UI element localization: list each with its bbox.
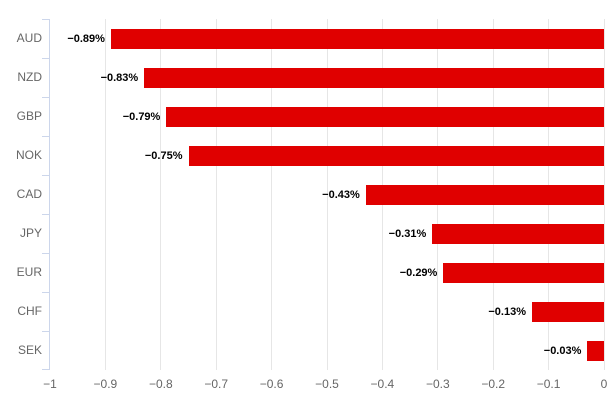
y-axis-line xyxy=(49,19,50,370)
y-axis-tick xyxy=(42,331,49,332)
bar-chf[interactable] xyxy=(531,301,604,322)
value-label-gbp: −0.79% xyxy=(122,110,161,123)
x-tick-label-minus-1: −1 xyxy=(43,377,57,391)
category-label-sek: SEK xyxy=(17,343,42,357)
plot-area: −0.89% −0.83% −0.79% −0.75% −0.43% −0.31% −0.2… xyxy=(42,19,605,370)
x-tick-label-minus-0.4: −0.4 xyxy=(370,377,395,391)
bar-aud[interactable] xyxy=(110,28,604,49)
bar-gbp[interactable] xyxy=(166,106,604,127)
x-tick-label-minus-0.7: −0.7 xyxy=(204,377,229,391)
x-tick-label-minus-0.6: −0.6 xyxy=(259,377,284,391)
x-tick-label-minus-0.5: −0.5 xyxy=(315,377,339,391)
gridline xyxy=(271,19,273,370)
y-axis-tick xyxy=(42,253,49,254)
category-label-jpy: JPY xyxy=(19,226,42,240)
category-label-aud: AUD xyxy=(16,31,42,45)
y-axis-tick xyxy=(42,136,49,137)
bar-nzd[interactable] xyxy=(144,67,604,88)
y-axis-tick xyxy=(42,58,49,59)
category-label-eur: EUR xyxy=(16,265,42,279)
bar-eur[interactable] xyxy=(443,262,604,283)
value-label-chf: −0.13% xyxy=(488,305,526,318)
bar-cad[interactable] xyxy=(365,184,604,205)
category-label-gbp: GBP xyxy=(16,109,42,123)
value-label-sek: −0.03% xyxy=(543,344,582,357)
category-label-chf: CHF xyxy=(17,304,42,318)
gridline xyxy=(104,19,106,370)
bar-sek[interactable] xyxy=(587,340,604,361)
y-axis-tick xyxy=(42,97,49,98)
y-axis-tick xyxy=(42,19,49,20)
value-label-cad: −0.43% xyxy=(322,188,360,201)
bar-jpy[interactable] xyxy=(432,223,604,244)
category-label-cad: CAD xyxy=(16,187,42,201)
value-label-jpy: −0.31% xyxy=(388,227,427,240)
gridline xyxy=(603,19,605,370)
y-axis-tick xyxy=(42,292,49,293)
gridline xyxy=(160,19,162,370)
y-axis-tick xyxy=(42,175,49,176)
gridline xyxy=(326,19,328,370)
x-tick-label-minus-0.2: −0.2 xyxy=(481,377,506,391)
x-tick-label-minus-0.9: −0.9 xyxy=(93,377,118,391)
x-tick-label-minus-0.8: −0.8 xyxy=(148,377,173,391)
bar-nok[interactable] xyxy=(188,145,604,166)
value-label-nzd: −0.83% xyxy=(100,71,139,84)
x-tick-label-minus-0.1: −0.1 xyxy=(536,377,561,391)
x-tick-label-0: 0 xyxy=(600,377,608,391)
value-label-aud: −0.89% xyxy=(67,32,105,45)
value-label-nok: −0.75% xyxy=(144,149,183,162)
x-tick-label-minus-0.3: −0.3 xyxy=(425,377,450,391)
y-axis-tick xyxy=(42,369,49,370)
y-axis-tick xyxy=(42,214,49,215)
value-label-eur: −0.29% xyxy=(399,266,438,279)
category-label-nzd: NZD xyxy=(17,70,42,84)
category-label-nok: NOK xyxy=(15,148,42,162)
gridline xyxy=(215,19,217,370)
